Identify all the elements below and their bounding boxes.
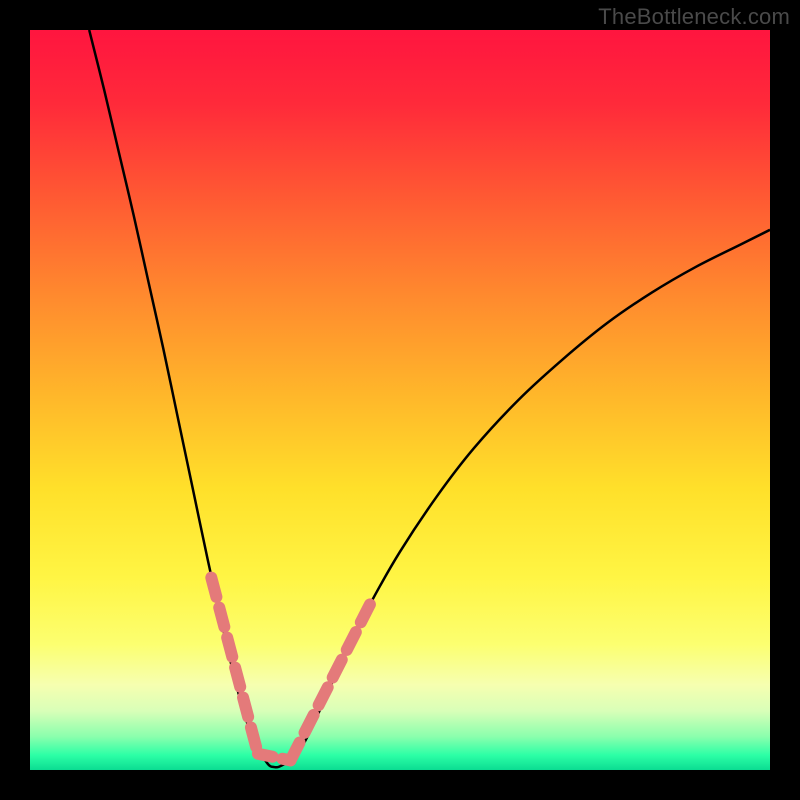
chart-container: TheBottleneck.com (0, 0, 800, 800)
plot-background (30, 30, 770, 770)
watermark-text: TheBottleneck.com (598, 4, 790, 30)
bottleneck-chart (0, 0, 800, 800)
